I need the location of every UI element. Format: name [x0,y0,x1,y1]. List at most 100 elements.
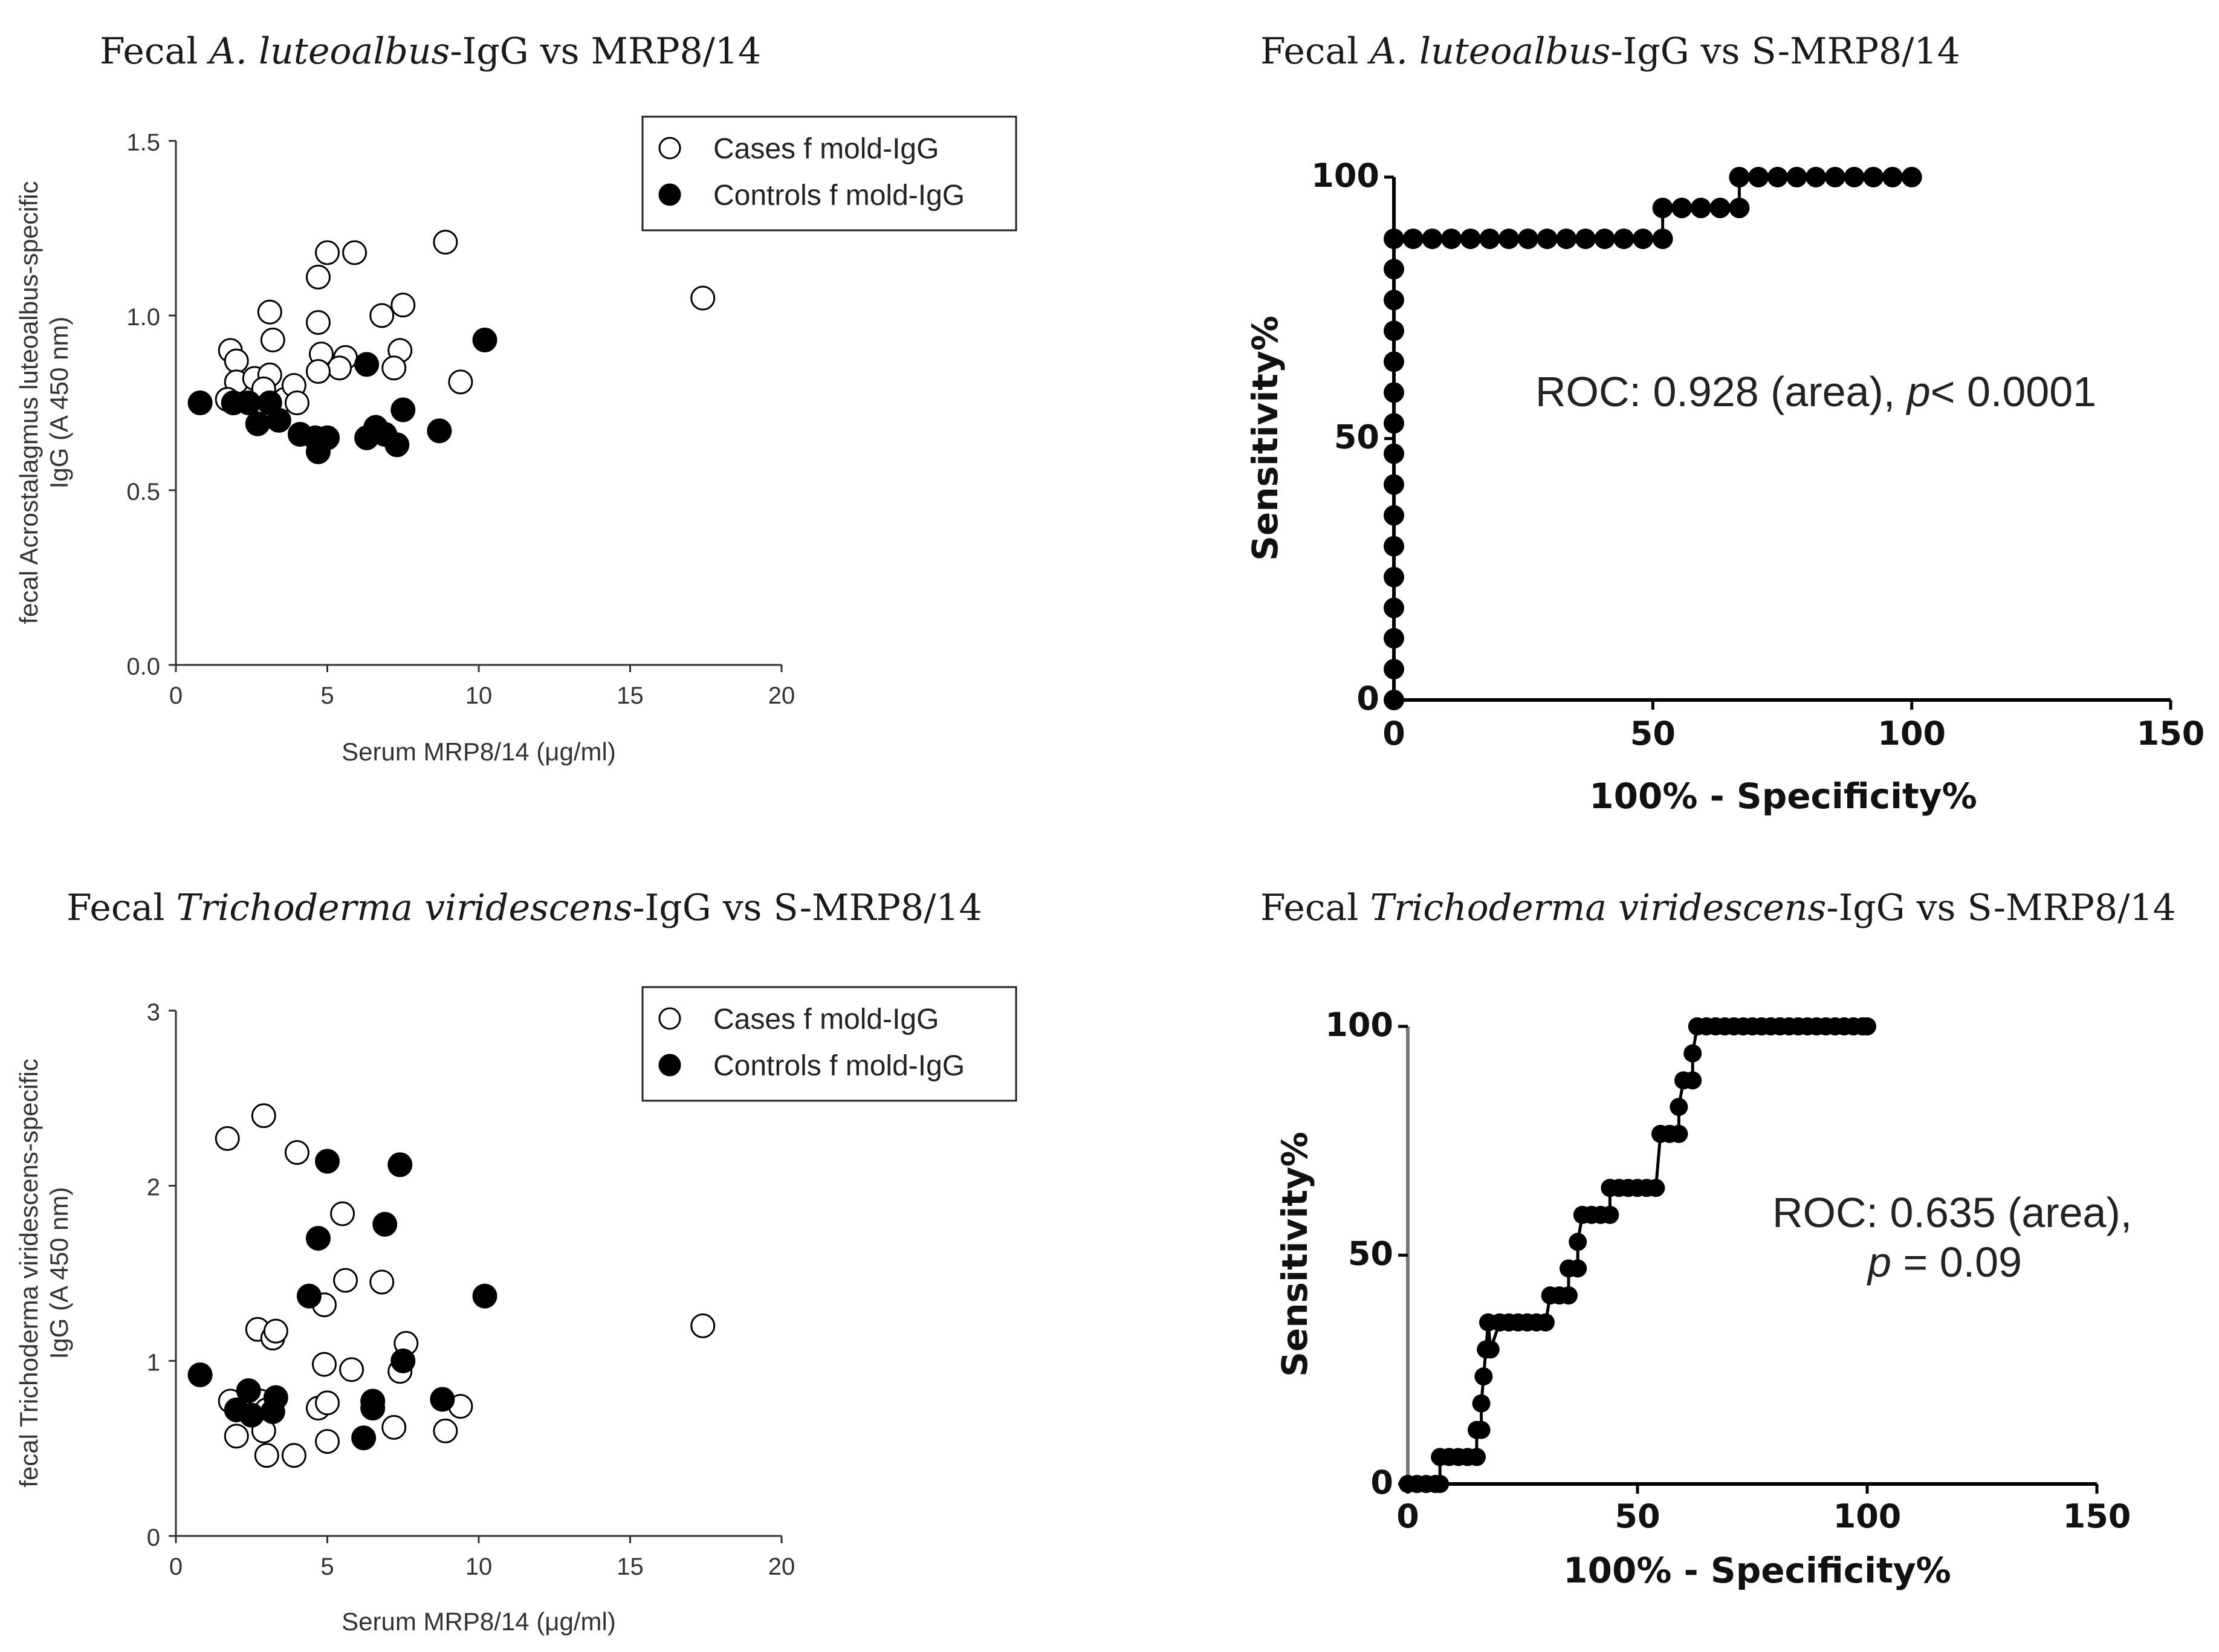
panel-c-axes: 0 5 10 15 20 0 1 2 3 [147,999,795,1580]
control-point [390,1348,416,1373]
panel-d-x-tick-label: 100 [1833,1497,1902,1535]
panel-b-x-tick-label: 150 [2137,714,2205,753]
control-point [187,390,213,415]
panel-c-legend-control: Controls f mold-IgG [713,1050,965,1082]
panel-a-y-label-line1: fecal Acrostalagmus luteoalbus-specific [15,181,43,624]
control-point [472,1283,497,1309]
panel-b-roc-annotation: ROC: 0.928 (area), p< 0.0001 [1535,368,2096,415]
roc-point [1863,167,1884,187]
panel-d: Fecal Trichoderma viridescens-IgG vs S-M… [1260,887,2176,1591]
panel-d-y-tick-label: 50 [1348,1235,1393,1273]
control-point [315,425,340,450]
roc-point [1468,1448,1486,1466]
panel-a-legend-box [641,115,1017,232]
case-point [690,285,716,311]
case-point [327,355,352,381]
control-point [245,411,270,436]
roc-point [1441,228,1462,250]
panel-a-x-tick-label: 15 [617,682,644,709]
panel-c-x-tick-label: 20 [768,1553,795,1580]
control-point [315,1148,340,1174]
roc-point [1575,228,1596,250]
case-point [369,1269,395,1295]
roc-point [1601,1205,1619,1224]
roc-point [1652,198,1673,219]
control-point [305,1226,331,1251]
control-point [360,1396,386,1421]
panel-d-y-label: Sensitivity% [1274,1132,1315,1377]
roc-point [1748,167,1769,187]
control-point [266,407,291,433]
case-point [215,1126,240,1151]
roc-point [1683,1071,1702,1090]
panel-c-y-tick-label: 1 [147,1349,160,1376]
case-point [224,348,249,374]
roc-point [1806,167,1827,187]
control-point [472,327,497,352]
panel-c-points [187,1103,716,1468]
panel-a-legend-control: Controls f mold-IgG [713,180,965,212]
roc-point [1537,1313,1555,1332]
case-point [284,390,309,415]
roc-point [1384,658,1404,679]
panel-c-y-tick-label: 3 [147,999,160,1026]
case-point [257,299,282,325]
roc-point [1460,228,1481,250]
control-point [296,1283,322,1309]
roc-point [1384,382,1404,403]
panel-a-title: Fecal A. luteoalbus-IgG vs MRP8/14 [100,30,761,73]
roc-point [1479,228,1500,250]
case-point [315,1390,340,1416]
case-point [433,230,458,255]
panel-c-x-label: Serum MRP8/14 (μg/ml) [342,1607,616,1636]
panel-c-y-label-line2: IgG (A 450 nm) [45,1187,73,1359]
roc-point [1652,228,1673,250]
roc-point [1517,228,1538,250]
panel-d-x-tick-label: 0 [1396,1497,1419,1535]
roc-point [1691,198,1712,219]
roc-point [1858,1017,1876,1035]
panel-b: Fecal A. luteoalbus-IgG vs S-MRP8/14 0 50… [1245,30,2204,817]
panel-c-title: Fecal Trichoderma viridescens-IgG vs S-M… [66,887,982,929]
control-point [387,1152,413,1177]
panel-a-points [187,230,716,464]
roc-point [1384,597,1404,618]
panel-a-x-tick-label: 20 [768,682,795,709]
case-point [311,1352,337,1377]
panel-d-x-tick-label: 50 [1615,1497,1660,1535]
control-point [351,1425,377,1451]
roc-point [1472,1394,1491,1413]
case-point [342,240,368,265]
panel-a-x-tick-label: 5 [320,682,334,709]
roc-point [1569,1259,1587,1278]
roc-point [1537,228,1558,250]
roc-curve-line [1408,1025,1867,1486]
panel-d-title: Fecal Trichoderma viridescens-IgG vs S-M… [1260,887,2176,929]
case-point [330,1201,355,1226]
panel-b-y-tick-label: 100 [1311,157,1379,195]
panel-a-x-tick-label: 10 [465,682,493,709]
case-point [224,1424,249,1449]
roc-point [1786,167,1807,187]
panel-b-title: Fecal A. luteoalbus-IgG vs S-MRP8/14 [1260,30,1960,73]
control-point [427,418,452,444]
panel-a-y-tick-label: 1.5 [126,129,160,156]
roc-point [1384,690,1404,710]
roc-point [1683,1044,1702,1063]
panel-c: Fecal Trichoderma viridescens-IgG vs S-M… [15,887,1017,1636]
roc-point [1670,1098,1688,1116]
panel-c-legend-box [641,986,1017,1102]
roc-point [1709,198,1731,219]
control-point [239,1402,264,1428]
case-point [339,1357,364,1382]
roc-point [1384,351,1404,372]
roc-point [1384,536,1404,557]
panel-b-x-tick-label: 50 [1630,714,1676,753]
panel-c-y-tick-label: 0 [147,1524,160,1551]
panel-d-y-tick-label: 100 [1325,1006,1393,1044]
control-point [390,397,416,423]
panel-a-legend-case-marker [658,137,681,160]
control-point [384,432,410,458]
roc-point [1556,228,1577,250]
